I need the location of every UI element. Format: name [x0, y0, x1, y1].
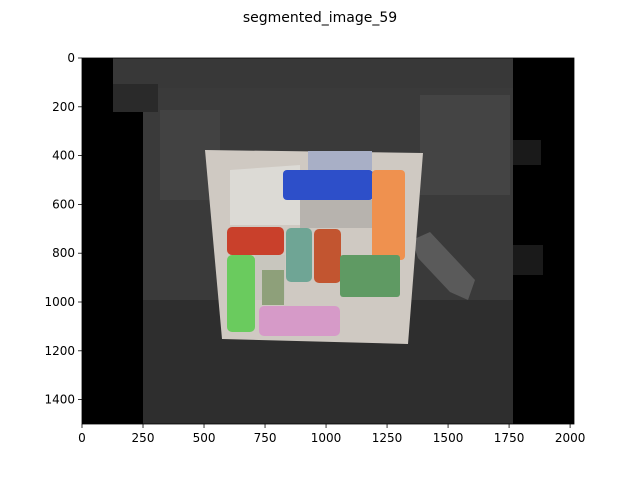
y-tick-label: 400: [52, 149, 75, 163]
y-tick-label: 800: [52, 246, 75, 260]
chart-title: segmented_image_59: [243, 10, 397, 26]
x-tick-label: 1000: [311, 431, 342, 445]
x-tick-label: 1500: [433, 431, 464, 445]
y-tick-label: 1000: [44, 295, 75, 309]
y-tick-label: 0: [67, 51, 75, 65]
x-tick-label: 1750: [494, 431, 525, 445]
y-tick-label: 1200: [44, 344, 75, 358]
x-tick-label: 250: [132, 431, 155, 445]
x-tick-label: 1250: [372, 431, 403, 445]
x-tick-label: 0: [78, 431, 86, 445]
segmented-image: [82, 58, 574, 424]
y-tick-label: 200: [52, 100, 75, 114]
x-tick-label: 2000: [555, 431, 586, 445]
y-tick-label: 600: [52, 197, 75, 211]
y-tick-label: 1400: [44, 393, 75, 407]
x-tick-label: 500: [193, 431, 216, 445]
x-tick-label: 750: [254, 431, 277, 445]
plot-frame: [81, 57, 575, 425]
